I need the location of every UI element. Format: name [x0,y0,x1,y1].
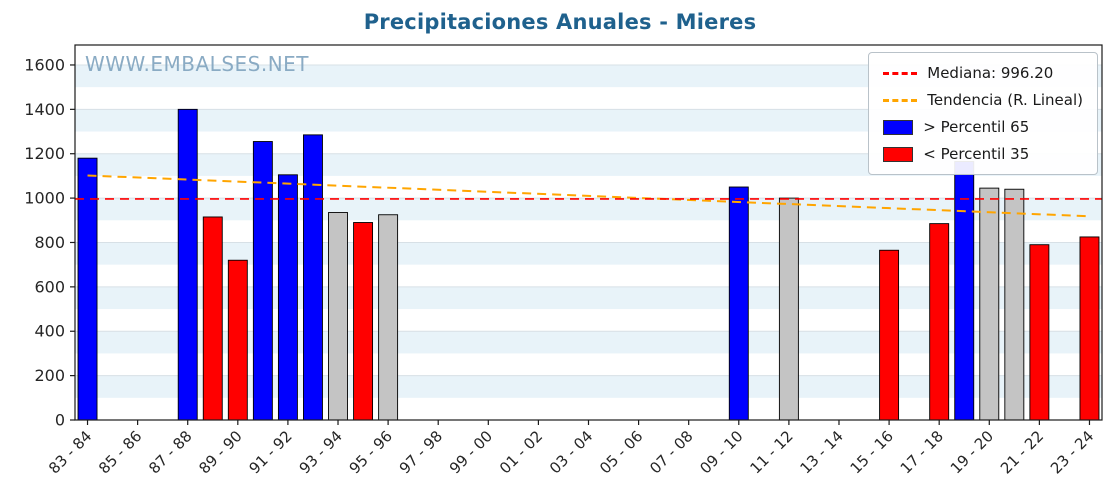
x-tick-label: 21 - 22 [997,427,1047,477]
legend-item-percentil35: < Percentil 35 [883,145,1083,163]
legend-label-percentil65: > Percentil 65 [923,118,1030,136]
bar-23 - 24 [1079,236,1100,421]
x-tick-label: 93 - 94 [296,427,346,477]
bar-88 - 89 [202,216,223,421]
y-tick-label: 1400 [24,100,65,119]
background-band [75,153,1102,176]
median-dashed-line-swatch [883,71,918,75]
watermark: WWW.EMBALSES.NET [85,52,310,76]
x-tick-label: 03 - 04 [546,427,596,477]
y-tick-label: 800 [34,233,65,252]
x-tick-label: 23 - 24 [1047,427,1097,477]
legend-label-median: Mediana: 996.20 [927,64,1054,82]
x-tick-label: 05 - 06 [596,427,646,477]
x-tick-label: 99 - 00 [446,427,496,477]
x-tick-label: 87 - 88 [145,427,195,477]
bar-19 - 20 [979,187,1000,421]
x-tick-label: 91 - 92 [245,427,295,477]
bar-20 - 21 [1004,188,1025,421]
y-tick-label: 400 [34,322,65,341]
legend-label-trend: Tendencia (R. Lineal) [927,91,1083,109]
background-band [75,64,1102,88]
legend-label-percentil35: < Percentil 35 [923,145,1030,163]
trend-dashed-line-swatch [883,98,918,102]
bar-83 - 84 [77,157,98,421]
legend-item-trend: Tendencia (R. Lineal) [883,91,1083,109]
percentil65-patch-swatch [883,119,914,135]
x-tick-label: 19 - 20 [947,427,997,477]
chart-title: Precipitaciones Anuales - Mieres [363,10,757,34]
x-tick-label: 17 - 18 [897,427,947,477]
bar-93 - 94 [328,212,348,421]
x-tick-label: 85 - 86 [95,427,145,477]
x-tick-label: 13 - 14 [797,427,847,477]
legend-item-percentil65: > Percentil 65 [883,118,1083,136]
x-tick-label: 89 - 90 [195,427,245,477]
background-band [75,109,1102,132]
x-tick-label: 95 - 96 [346,427,396,477]
percentil35-patch-swatch [883,146,914,162]
background-band [75,198,1102,221]
x-tick-label: 97 - 98 [396,427,446,477]
bar-95 - 96 [378,214,399,421]
bar-91 - 92 [277,174,298,421]
legend-item-median: Mediana: 996.20 [883,64,1083,82]
x-tick-label: 15 - 16 [847,427,897,477]
bar-89 - 90 [227,259,248,421]
bar-09 - 10 [728,186,749,421]
bar-15 - 16 [879,249,900,421]
x-tick-label: 07 - 08 [646,427,696,477]
bar-21 - 22 [1029,244,1050,421]
x-tick-label: 01 - 02 [496,427,546,477]
y-tick-label: 1000 [24,189,65,208]
legend: Mediana: 996.20 Tendencia (R. Lineal) > … [868,52,1098,175]
bar-18 - 19 [954,161,975,421]
bar-94 - 95 [353,222,374,421]
y-tick-label: 1600 [24,55,65,74]
bar-87 - 88 [177,108,198,421]
y-tick-label: 200 [34,366,65,385]
y-tick-label: 600 [34,277,65,296]
x-tick-label: 11 - 12 [746,427,796,477]
trend-line [87,174,1090,218]
bar-92 - 93 [303,134,323,421]
x-tick-label: 83 - 84 [45,427,95,477]
y-tick-label: 1200 [24,144,65,163]
bar-17 - 18 [929,223,950,421]
bar-11 - 12 [778,197,799,421]
x-tick-label: 09 - 10 [696,427,746,477]
y-tick-label: 0 [55,411,65,430]
